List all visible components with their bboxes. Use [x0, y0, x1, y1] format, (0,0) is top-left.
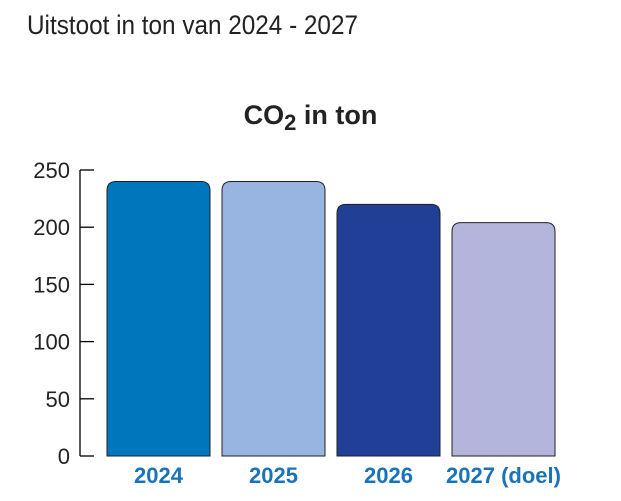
y-tick-label: 200 [33, 215, 70, 240]
bar-2027-doel- [451, 222, 556, 457]
bar-2025 [221, 180, 326, 457]
chart-title-subscript: 2 [284, 110, 297, 135]
bar-2024 [106, 180, 211, 457]
chart-title-main: CO [243, 100, 285, 130]
y-tick-label: 150 [33, 272, 70, 297]
chart-title: CO2 in ton [0, 100, 621, 136]
x-category-label: 2026 [364, 463, 413, 488]
y-tick-label: 100 [33, 330, 70, 355]
y-tick-label: 250 [33, 158, 70, 183]
x-category-label: 2024 [134, 463, 184, 488]
x-category-label: 2025 [249, 463, 298, 488]
bar-2026 [336, 203, 441, 457]
y-tick-label: 0 [58, 444, 70, 469]
chart-title-suffix: in ton [296, 100, 378, 130]
y-tick-label: 50 [46, 387, 70, 412]
page-title: Uitstoot in ton van 2024 - 2027 [27, 10, 358, 40]
x-category-label: 2027 (doel) [446, 463, 561, 488]
